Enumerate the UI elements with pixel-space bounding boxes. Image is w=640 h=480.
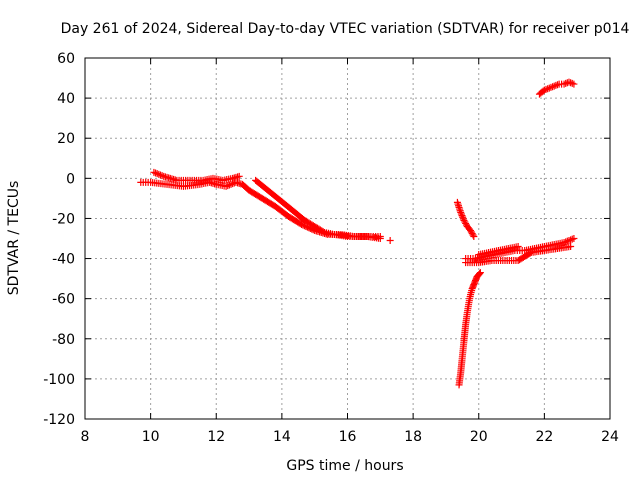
data-point — [319, 228, 327, 236]
y-tick-label: -80 — [52, 332, 75, 348]
data-point — [158, 172, 166, 180]
data-point — [514, 243, 522, 251]
data-point — [547, 83, 555, 91]
x-tick-label: 24 — [601, 429, 619, 445]
data-point — [459, 215, 467, 223]
data-point — [563, 237, 571, 245]
data-point — [461, 218, 469, 226]
data-point — [526, 249, 534, 257]
data-point — [542, 85, 550, 93]
data-point — [457, 208, 465, 216]
data-point — [565, 78, 573, 86]
data-point — [570, 80, 578, 88]
y-tick-label: -120 — [43, 412, 75, 428]
series-arc-f — [455, 269, 484, 389]
x-axis-label: GPS time / hours — [286, 458, 403, 474]
data-point — [467, 228, 475, 236]
data-point — [225, 181, 233, 189]
data-point — [567, 243, 575, 251]
series-arc-i — [475, 243, 522, 259]
series-arc-b — [150, 168, 243, 184]
x-tick-label: 14 — [273, 429, 291, 445]
data-point — [155, 170, 163, 178]
series-arc-e — [453, 198, 478, 240]
x-tick-label: 8 — [81, 429, 90, 445]
data-point — [544, 85, 552, 93]
series-arc-a — [137, 178, 384, 242]
data-point — [458, 212, 466, 220]
data-point — [224, 182, 232, 190]
grid — [85, 58, 610, 419]
data-point — [562, 238, 570, 246]
y-tick-label: 40 — [57, 91, 75, 107]
data-points — [137, 78, 578, 389]
data-point — [150, 168, 158, 176]
series-arc-c — [252, 176, 384, 240]
series-arc-j — [535, 78, 578, 98]
data-point — [560, 80, 568, 88]
x-tick-label: 16 — [339, 429, 357, 445]
y-tick-label: 60 — [57, 51, 75, 67]
data-point — [549, 83, 557, 91]
data-point — [468, 229, 476, 237]
series-arc-d — [386, 237, 394, 245]
axis-ticks: 8 10 12 14 16 18 20 22 24 60 40 20 0 -20 -40 -60 -80 -100… — [43, 51, 619, 445]
data-point — [540, 86, 548, 94]
data-point — [476, 270, 484, 278]
y-tick-label: -60 — [52, 292, 75, 308]
data-point — [550, 82, 558, 90]
data-point — [235, 172, 243, 180]
data-point — [460, 216, 468, 224]
x-tick-label: 20 — [470, 429, 488, 445]
series-arc-h — [462, 243, 575, 267]
y-tick-label: -100 — [43, 372, 75, 388]
data-point — [570, 235, 578, 242]
y-tick-label: 20 — [57, 131, 75, 147]
data-point — [459, 213, 467, 221]
y-tick-label: -40 — [52, 252, 75, 268]
data-point — [386, 237, 394, 245]
y-tick-label: -20 — [52, 211, 75, 227]
x-tick-label: 10 — [142, 429, 160, 445]
data-point — [552, 81, 560, 89]
y-axis-label: SDTVAR / TECUs — [6, 181, 22, 296]
data-point — [376, 232, 384, 240]
data-point — [567, 236, 575, 244]
data-point — [467, 226, 475, 234]
data-point — [462, 219, 470, 227]
data-point — [222, 182, 230, 190]
x-tick-label: 12 — [207, 429, 225, 445]
data-point — [567, 79, 575, 87]
data-point — [156, 171, 164, 179]
chart-title: Day 261 of 2024, Sidereal Day-to-day VTE… — [61, 21, 630, 37]
data-point — [469, 231, 477, 239]
data-point — [562, 79, 570, 87]
data-point — [565, 237, 573, 245]
data-point — [554, 81, 561, 89]
data-point — [470, 232, 478, 240]
data-point — [568, 235, 576, 243]
data-point — [153, 170, 161, 178]
data-point — [568, 79, 576, 87]
data-point — [545, 84, 553, 92]
data-point — [457, 210, 465, 218]
data-point — [152, 169, 160, 177]
data-point — [476, 269, 484, 277]
y-tick-label: 0 — [66, 171, 75, 187]
data-point — [560, 239, 568, 247]
x-tick-label: 22 — [535, 429, 553, 445]
x-tick-label: 18 — [404, 429, 422, 445]
